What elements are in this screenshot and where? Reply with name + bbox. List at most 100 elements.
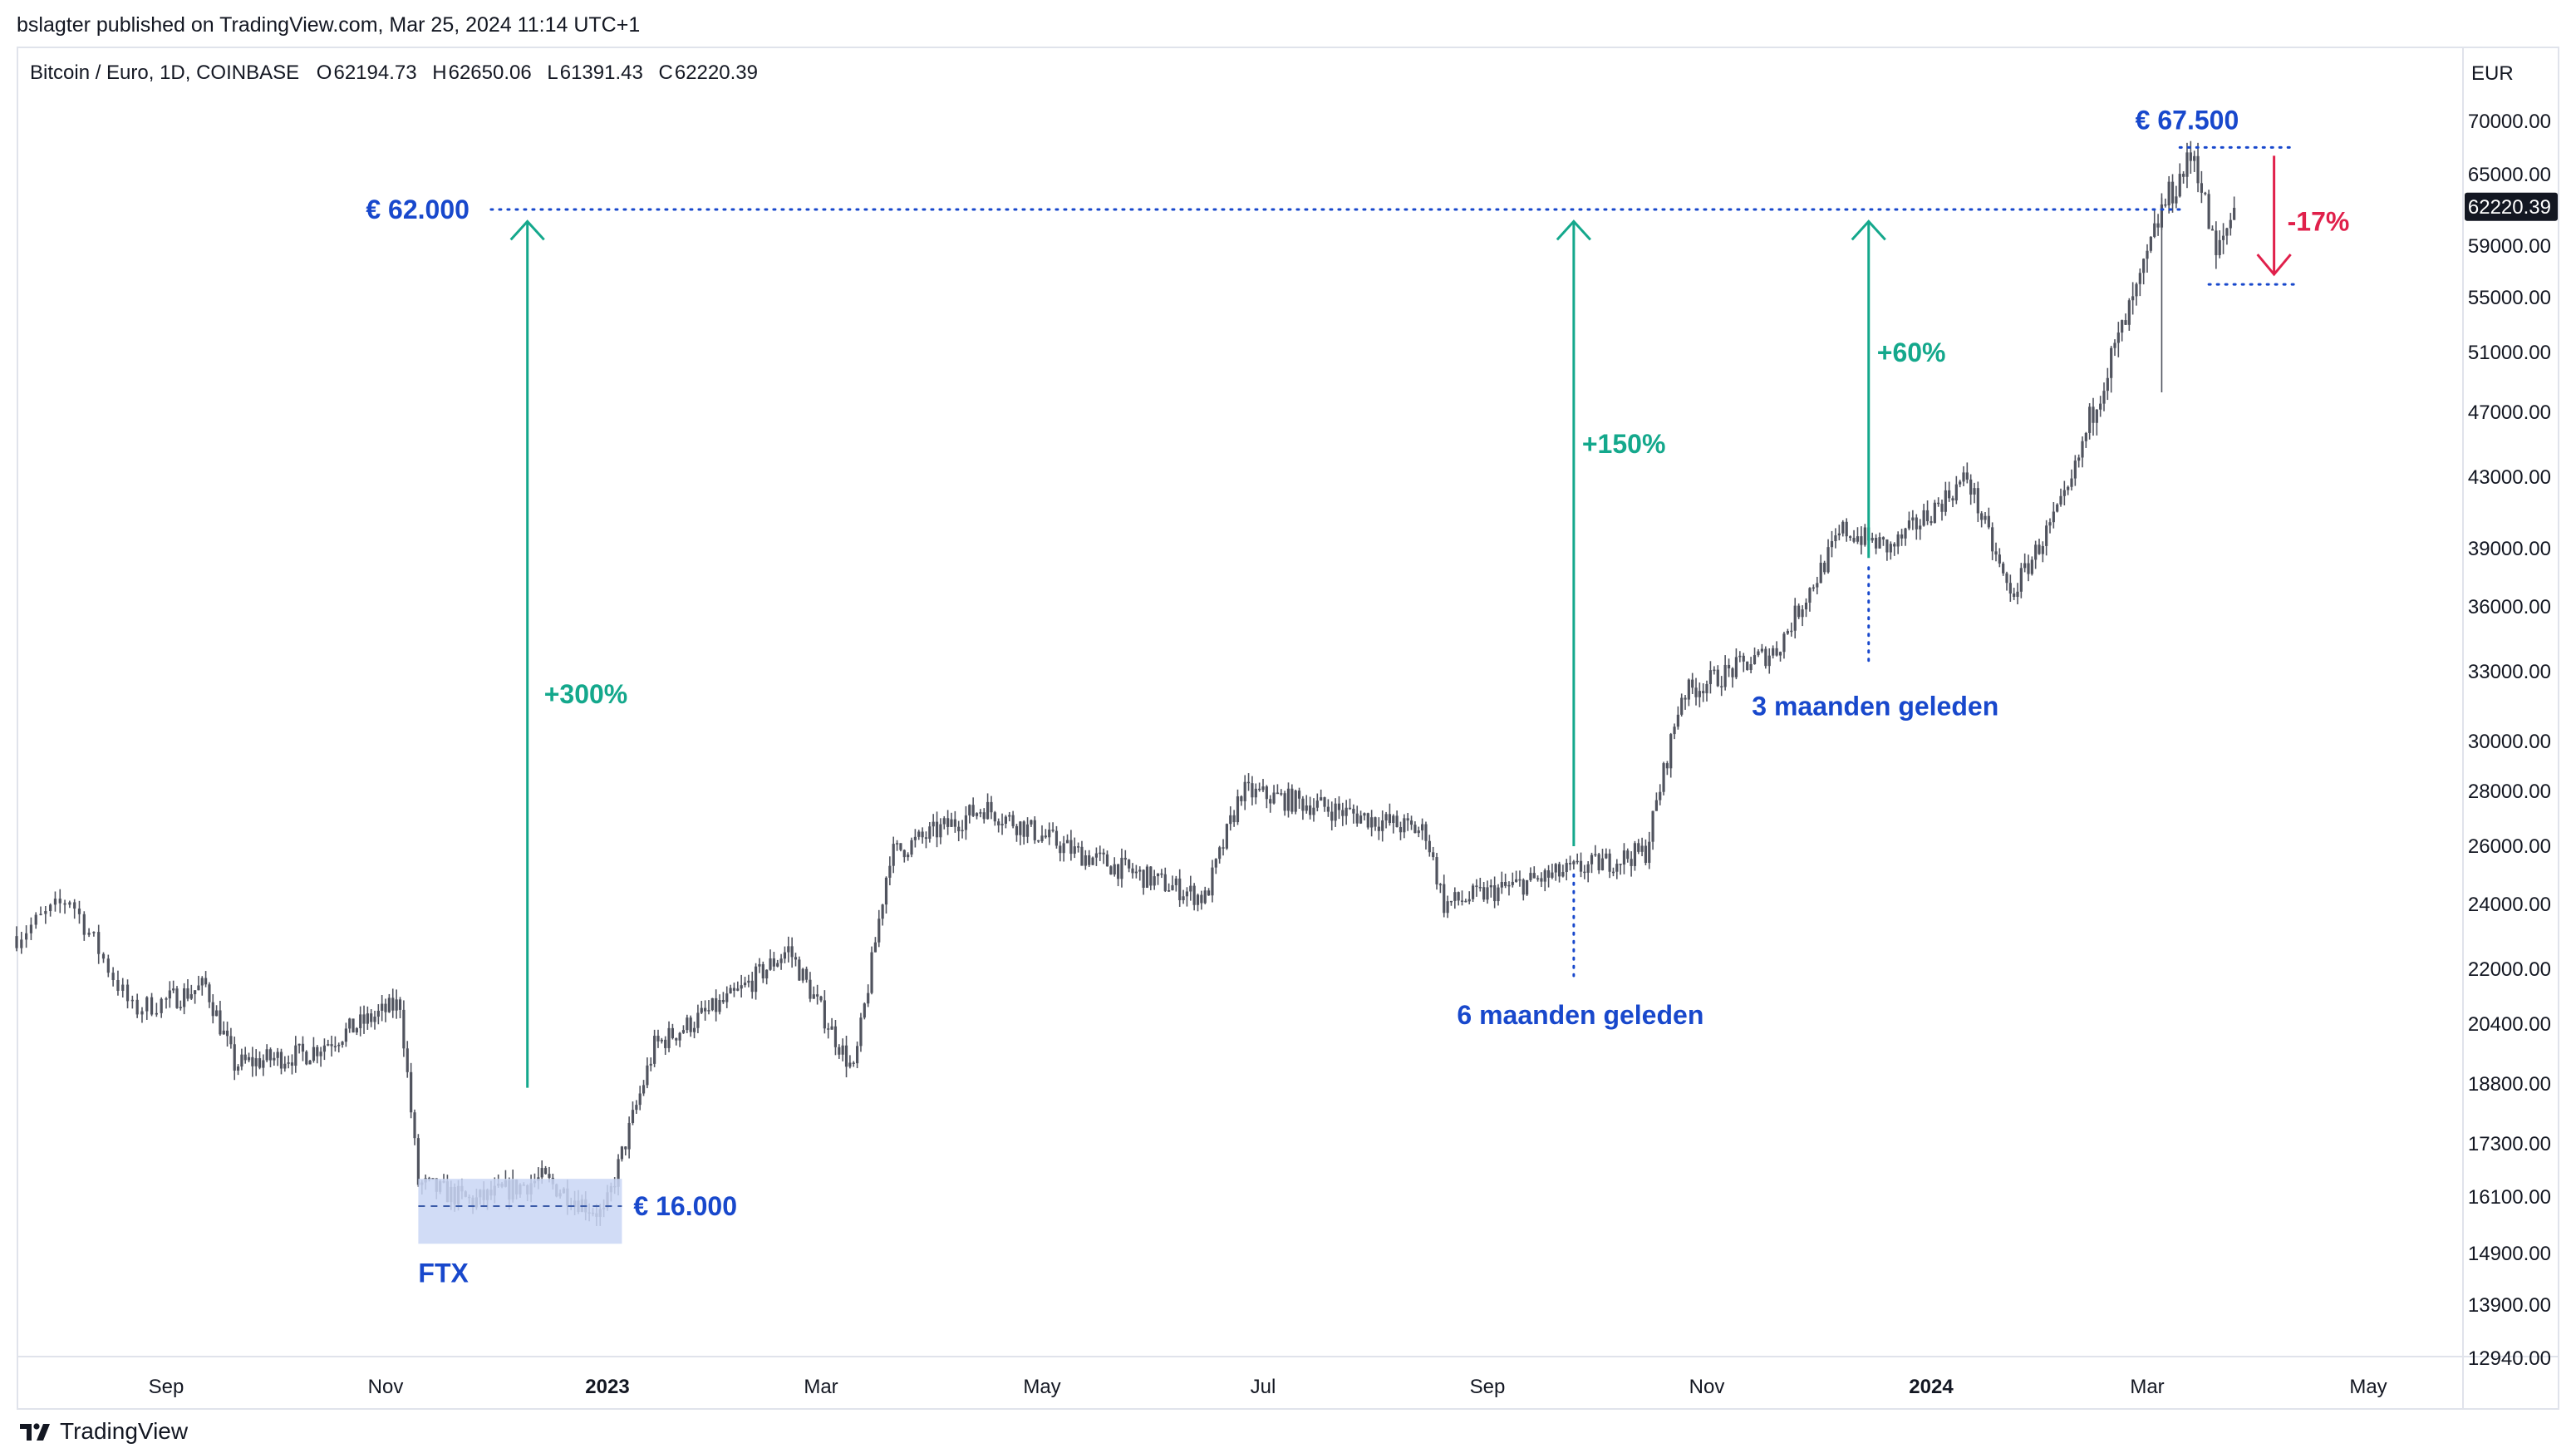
candle-body [747,980,750,983]
candle-body [1156,873,1160,877]
candle-body [783,952,787,959]
candle-body [986,801,990,820]
candle-body [1443,884,1446,914]
candle-body [1790,630,1793,633]
time-axis[interactable]: Sep Nov 2023 Mar May Jul Sep Nov 2024 Mar May [149,1376,2387,1398]
candle-body [921,831,924,838]
candle-body [1583,871,1586,874]
candle-body [1142,869,1145,889]
x-tick-label: Sep [1470,1376,1506,1398]
y-tick-label: 36000.00 [2468,596,2551,618]
arrow-300-head [509,219,545,241]
candle-body [189,994,193,999]
candle-body [1438,884,1442,886]
candle-body [2178,174,2181,197]
candle-body [1019,821,1022,835]
candle-body [1944,490,1947,512]
candle-body [1384,814,1388,821]
candle-body [1486,887,1489,900]
candle-body [297,1043,301,1046]
candle-body [1764,648,1767,667]
candle-body [1326,806,1330,812]
candle-body [888,865,892,878]
candle-body [1160,873,1163,875]
candle-body [2048,522,2052,526]
label-16000: € 16.000 [633,1191,737,1221]
candle-body [736,988,740,991]
candle-body [627,1122,631,1150]
candle-body [1984,515,1987,520]
candle-body [982,812,986,820]
candle-body [646,1065,649,1086]
candle-body [2142,259,2146,273]
price-axis[interactable]: EUR 70000.00 65000.00 59000.00 55000.00 51000… [17,48,2558,1408]
candle-body [1500,881,1503,888]
candle-body [1742,655,1745,662]
label-ftx: FTX [418,1258,469,1288]
candle-body [968,805,971,815]
candle-body [1937,502,1940,505]
candle-body [656,1036,660,1042]
candle-body [1251,783,1254,798]
candle-body [73,902,76,909]
candle-body [635,1105,638,1111]
candle-body [265,1049,268,1061]
candle-body [776,963,779,967]
candle-body [268,1049,273,1061]
candle-body [2210,229,2215,231]
candle-body [111,973,115,981]
candle-body [1511,881,1514,885]
candle-body [1680,697,1684,715]
y-tick-label: 65000.00 [2468,164,2551,186]
candle-body [351,1018,355,1033]
y-tick-label: 30000.00 [2468,731,2551,753]
candle-body [168,990,171,999]
candle-body [1116,864,1120,879]
candle-body [2073,461,2077,479]
candle-body [1258,788,1261,791]
candle-body [413,1112,416,1139]
symbol-legend: Bitcoin / Euro, 1D, COINBASE O62194.73 H… [30,62,768,85]
candle-body [707,1010,710,1012]
candle-body [1088,855,1091,865]
candle-body [179,1007,182,1008]
candle-body [2185,152,2189,177]
candle-body [779,958,783,963]
candle-body [990,801,993,813]
candle-body [1669,734,1673,769]
candle-body [1622,850,1626,865]
candle-body [895,843,899,845]
y-tick-label: 12940.00 [2468,1347,2551,1370]
symbol-title[interactable]: Bitcoin / Euro, 1D, COINBASE [30,62,300,84]
high-value: 62650.06 [448,62,532,84]
candle-body [1590,855,1594,864]
arrow-300-label: +300% [544,679,628,709]
candle-body [1600,858,1605,870]
candle-body [1203,890,1207,904]
candle-body [913,836,917,840]
candle-body [1708,670,1713,684]
candle-body [1261,786,1265,791]
candle-body [856,1046,859,1064]
high-label: H [432,62,447,84]
candle-body [1030,820,1033,825]
tradingview-logo[interactable]: TradingView [18,1415,188,1448]
candle-body [197,985,200,991]
candle-body [391,997,395,1011]
candle-body [2215,230,2218,255]
candle-body [1698,691,1701,697]
candle-body [39,914,42,915]
candle-body [2127,300,2131,325]
candle-body [229,1036,233,1045]
candle-body [964,815,968,830]
candle-body [2067,486,2070,490]
candle-body [29,924,33,933]
candle-body [431,1178,435,1180]
candle-body [979,812,982,814]
candle-body [2193,155,2196,161]
candle-body [97,932,101,954]
candle-body [548,1174,551,1178]
candle-body [1168,890,1171,892]
candle-body [1265,786,1268,800]
